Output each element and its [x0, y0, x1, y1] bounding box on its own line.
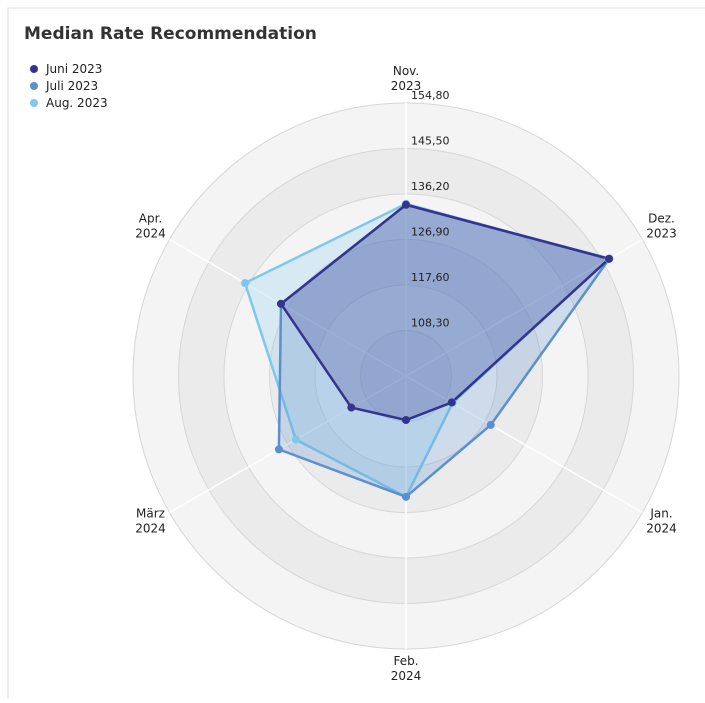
category-label: Feb. 2024: [391, 654, 422, 683]
spoke: [405, 375, 643, 514]
category-label-line: 2024: [646, 522, 677, 536]
category-label-line: 2024: [135, 227, 166, 241]
category-label: Apr. 2024: [135, 212, 166, 241]
point: [274, 445, 283, 454]
category-label: März 2024: [135, 507, 166, 536]
category-label-line: 2024: [391, 669, 422, 683]
category-label-line: 2024: [135, 522, 166, 536]
category-label-line: 2023: [391, 79, 422, 93]
point: [447, 398, 456, 407]
r-tick-label: 136,20: [411, 180, 450, 193]
chart-title: Median Rate Recommendation: [24, 24, 317, 44]
point: [402, 492, 410, 501]
legend-label: Aug. 2023: [46, 96, 108, 110]
legend-marker: [30, 65, 38, 73]
category-label: Nov. 2023: [391, 64, 422, 93]
category-label-line: Apr.: [139, 212, 162, 226]
category-label-line: März: [136, 507, 165, 521]
category-label-line: 2023: [646, 227, 677, 241]
spoke: [169, 375, 407, 514]
legend-marker: [30, 82, 38, 90]
point: [402, 200, 410, 209]
r-tick-label: 154,80: [411, 89, 450, 102]
point: [347, 403, 356, 412]
category-label: Dez. 2023: [646, 212, 677, 241]
spoke: [169, 238, 407, 377]
r-tick-label: 117,60: [411, 271, 450, 284]
legend-label: Juli 2023: [45, 79, 98, 93]
category-label-line: Jan.: [649, 507, 672, 521]
r-tick-label: 126,90: [411, 226, 450, 239]
category-label-line: Feb.: [393, 654, 418, 668]
legend-marker: [30, 99, 38, 107]
r-tick-label: 145,50: [411, 135, 450, 148]
legend-label: Juni 2023: [45, 62, 102, 76]
point: [277, 299, 286, 308]
category-label: Jan. 2024: [646, 507, 677, 536]
r-tick-label: 108,30: [411, 317, 450, 330]
point: [486, 420, 495, 429]
point: [604, 254, 613, 263]
point: [402, 416, 410, 425]
category-label-line: Dez.: [648, 212, 675, 226]
spoke: [405, 238, 643, 377]
category-label-line: Nov.: [393, 64, 419, 78]
point: [240, 279, 249, 288]
point: [291, 435, 300, 444]
